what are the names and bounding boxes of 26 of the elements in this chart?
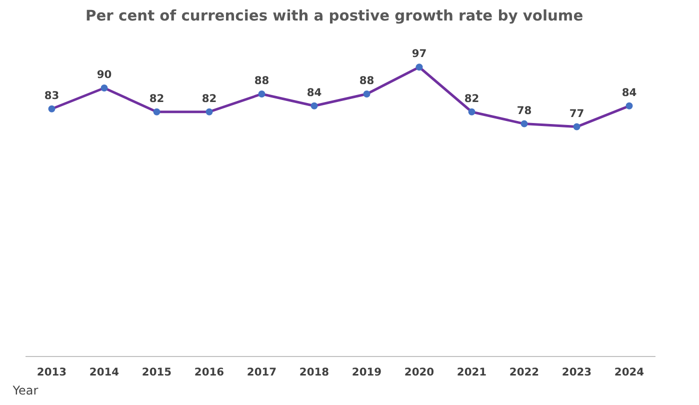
x-tick-label: 2021 — [456, 366, 487, 378]
data-label: 84 — [306, 86, 322, 99]
x-axis-title: Year — [12, 384, 38, 398]
x-tick-label: 2018 — [299, 366, 330, 378]
data-label: 78 — [516, 104, 532, 117]
data-label: 88 — [254, 74, 270, 87]
data-label: 77 — [569, 106, 584, 120]
x-tick-label: 2013 — [36, 366, 67, 378]
x-tick-label: 2024 — [614, 366, 644, 378]
data-label: 82 — [464, 92, 480, 105]
x-tick-label: 2019 — [352, 366, 382, 378]
x-tick-label: 2015 — [142, 366, 172, 378]
x-tick-label: 2016 — [194, 366, 224, 378]
x-tick-label: 2017 — [246, 366, 277, 378]
data-label: 88 — [359, 74, 374, 87]
data-label: 97 — [412, 47, 427, 60]
data-label: 82 — [149, 92, 164, 105]
x-tick-label: 2022 — [509, 366, 540, 378]
x-tick-label: 2020 — [404, 366, 434, 378]
data-label: 83 — [44, 88, 60, 102]
chart-title: Per cent of currencies with a postive growth rate by volume — [86, 8, 584, 24]
x-tick-label: 2014 — [89, 366, 120, 378]
x-tick-label: 2023 — [562, 366, 592, 378]
data-label: 82 — [202, 92, 217, 105]
data-label: 84 — [622, 86, 637, 99]
data-label: 90 — [96, 68, 112, 82]
